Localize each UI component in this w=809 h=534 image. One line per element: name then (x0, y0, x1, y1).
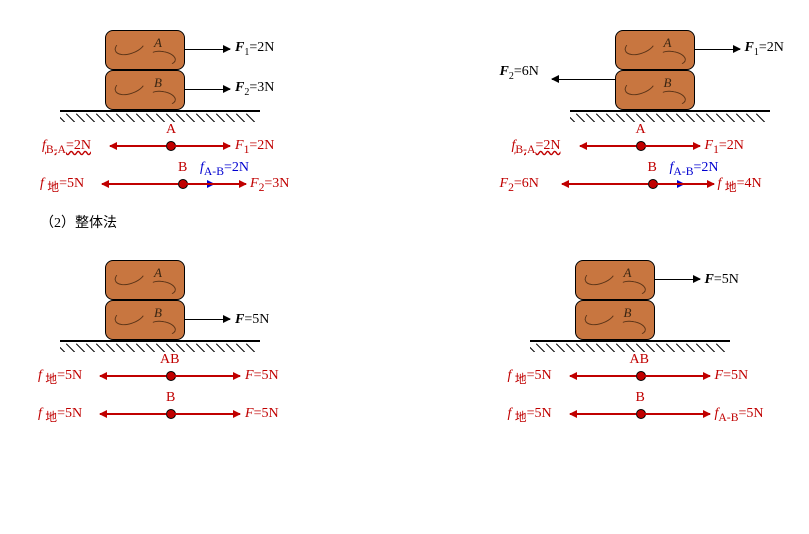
fbd-AB-right-text: F=5N (245, 368, 279, 384)
arrow-F (185, 319, 230, 321)
fbd-B-node-label: B (178, 160, 187, 176)
fbd-B-right-arrow (644, 413, 710, 415)
label-F1: F1=2N (235, 40, 274, 58)
block-B-label: B (154, 75, 162, 91)
fbd-B-right-text: f 地=4N (718, 176, 762, 195)
block-A: A (575, 260, 655, 300)
fbd-B-mid-text: fA-B=2N (670, 160, 719, 178)
fbd-AB-left-text: f 地=5N (38, 368, 82, 387)
ground-hatch (530, 342, 730, 352)
fbd-B: B f 地=5N fA-B=5N (480, 400, 800, 426)
fbd-B: B f 地=5N fA-B=2N F2=3N (10, 170, 330, 196)
ground-hatch (60, 342, 260, 352)
fbd-AB-left-text: f 地=5N (508, 368, 552, 387)
block-B: B (105, 70, 185, 110)
label-F2: F2=6N (500, 64, 539, 82)
fbd-A-left-arrow (580, 145, 636, 147)
arrow-F2 (185, 89, 230, 91)
fbd-B-right-arrow (186, 183, 246, 185)
block-B-label: B (154, 305, 162, 321)
fbd-B-left-text: f 地=5N (40, 176, 84, 195)
block-stack: A B F1=2N F2=3N (10, 10, 330, 120)
fbd-B-right-text: F=5N (245, 406, 279, 422)
fbd-A-node-label: A (166, 122, 176, 138)
fbd-A-right-arrow (644, 145, 700, 147)
fbd-B-right-arrow (656, 183, 714, 185)
fbd-B-node-label: B (648, 160, 657, 176)
fbd-B-mid-text: fA-B=2N (200, 160, 249, 178)
block-B: B (575, 300, 655, 340)
fbd-A-right-text: F1=2N (235, 138, 274, 156)
fbd-B-right-arrow (174, 413, 240, 415)
fbd-B-node-label: B (166, 390, 175, 406)
fbd-A: A fB-A=2N F1=2N (480, 132, 800, 158)
arrow-F (655, 279, 700, 281)
label-F2: F2=3N (235, 80, 274, 98)
block-B-label: B (624, 305, 632, 321)
diagram-bot-right: A B F=5N AB f 地=5N F=5N B f 地=5N fA- (480, 240, 800, 432)
fbd-A-right-text: F1=2N (705, 138, 744, 156)
section-2-label: （2）整体法 (40, 212, 799, 232)
fbd-A-left-text: fB-A=2N (512, 138, 561, 156)
block-A-label: A (154, 35, 162, 51)
fbd-B-left-arrow (100, 413, 166, 415)
fbd-AB-node-label: AB (160, 352, 179, 368)
block-B: B (105, 300, 185, 340)
fbd-B-right-text: F2=3N (250, 176, 289, 194)
fbd-AB-left-arrow (570, 375, 636, 377)
arrow-F1 (185, 49, 230, 51)
fbd-A: A fB-A=2N F1=2N (10, 132, 330, 158)
fbd-AB: AB f 地=5N F=5N (480, 362, 800, 388)
block-A-label: A (154, 265, 162, 281)
block-A: A (105, 30, 185, 70)
label-F: F=5N (705, 272, 739, 288)
label-F: F=5N (235, 312, 269, 328)
fbd-B-node-label: B (636, 390, 645, 406)
diagram-top-right: A B F1=2N F2=6N A fB-A=2N F1=2N B (480, 10, 800, 202)
label-F1: F1=2N (745, 40, 784, 58)
diagram-top-left: A B F1=2N F2=3N A fB-A=2N F1=2N B (10, 10, 330, 202)
fbd-B-left-arrow (562, 183, 648, 185)
fbd-AB-right-arrow (174, 375, 240, 377)
fbd-A-left-text: fB-A=2N (42, 138, 91, 156)
fbd-B-left-arrow (570, 413, 636, 415)
fbd-B-right-text: fA-B=5N (715, 406, 764, 424)
diagram-bot-left: A B F=5N AB f 地=5N F=5N B f 地=5N F=5 (10, 240, 330, 432)
block-B-label: B (664, 75, 672, 91)
block-stack: A B F=5N (480, 240, 800, 350)
fbd-B: B f 地=5N F=5N (10, 400, 330, 426)
fbd-A-left-arrow (110, 145, 166, 147)
fbd-AB: AB f 地=5N F=5N (10, 362, 330, 388)
fbd-A-node-label: A (636, 122, 646, 138)
fbd-B: B F2=6N fA-B=2N f 地=4N (480, 170, 800, 196)
fbd-AB-node-label: AB (630, 352, 649, 368)
fbd-A-right-arrow (174, 145, 230, 147)
block-stack: A B F=5N (10, 240, 330, 350)
block-A-label: A (664, 35, 672, 51)
fbd-B-left-text: f 地=5N (38, 406, 82, 425)
arrow-F2 (552, 79, 615, 81)
fbd-B-left-text: f 地=5N (508, 406, 552, 425)
row-1: A B F1=2N F2=3N A fB-A=2N F1=2N B (10, 10, 799, 202)
arrow-F1 (695, 49, 740, 51)
fbd-AB-right-text: F=5N (715, 368, 749, 384)
fbd-AB-right-arrow (644, 375, 710, 377)
ground-hatch (570, 112, 770, 122)
block-A: A (615, 30, 695, 70)
fbd-B-left-text: F2=6N (500, 176, 539, 194)
fbd-AB-left-arrow (100, 375, 166, 377)
row-2: A B F=5N AB f 地=5N F=5N B f 地=5N F=5 (10, 240, 799, 432)
block-A: A (105, 260, 185, 300)
block-stack: A B F1=2N F2=6N (480, 10, 800, 120)
block-A-label: A (624, 265, 632, 281)
ground-hatch (60, 112, 260, 122)
fbd-B-left-arrow (102, 183, 178, 185)
block-B: B (615, 70, 695, 110)
